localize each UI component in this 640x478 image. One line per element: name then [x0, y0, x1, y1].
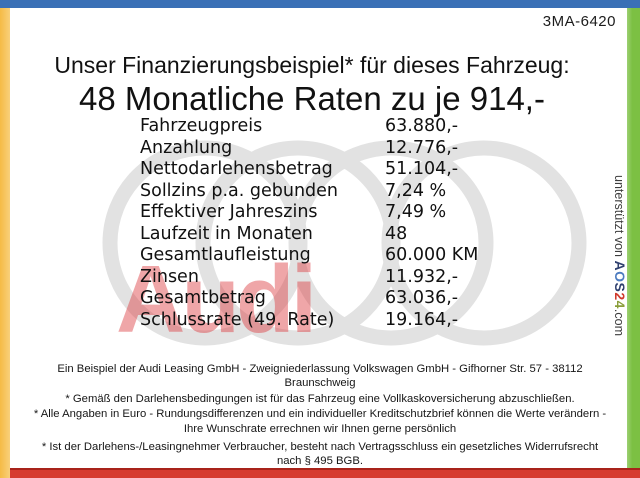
footer-paragraph: * Gemäß den Darlehensbedingungen ist für… [65, 392, 575, 405]
legal-footer: Ein Beispiel der Audi Leasing GmbH - Zwe… [30, 362, 610, 470]
table-row: Effektiver Jahreszins 7,49 % [140, 202, 478, 224]
audi-brand-watermark: Audi [116, 246, 317, 353]
row-label: Zinsen [140, 266, 199, 287]
table-row: Nettodarlehensbetrag 51.104,- [140, 159, 478, 181]
frame-bottom-bar [10, 468, 640, 478]
logo-letter: A [612, 260, 628, 272]
footer-paragraph: * Alle Angaben in Euro - Rundungsdiffere… [33, 408, 607, 435]
supported-by-credit: unterstützt von AOS24.com [612, 175, 628, 336]
table-row: Laufzeit in Monaten 48 [140, 224, 478, 246]
row-value: 48 [385, 223, 408, 244]
table-row: Anzahlung 12.776,- [140, 138, 478, 160]
table-row: Zinsen 11.932,- [140, 267, 478, 289]
logo-letter: O [612, 271, 628, 283]
row-value: 51.104,- [385, 159, 459, 179]
footer-paragraph: Ein Beispiel der Audi Leasing GmbH - Zwe… [57, 363, 583, 390]
row-value: 63.036,- [385, 288, 459, 308]
logo-letter: S [612, 282, 628, 293]
row-label: Gesamtlaufleistung [140, 245, 311, 265]
row-label: Schlussrate (49. Rate) [140, 309, 335, 330]
footer-paragraph: * Ist der Darlehens-/Leasingnehmer Verbr… [41, 441, 599, 468]
table-row: Schlussrate (49. Rate) 19.164,- [140, 310, 478, 332]
frame-right-bar [627, 8, 640, 468]
row-value: 11.932,- [385, 266, 459, 287]
logo-letter: 2 [612, 292, 628, 301]
row-label: Fahrzeugpreis [140, 116, 263, 136]
credit-prefix: unterstützt von [612, 175, 626, 261]
aos24-logo: AOS24 [612, 260, 628, 308]
credit-suffix: .com [612, 308, 626, 337]
financing-table: Fahrzeugpreis 63.880,- Anzahlung 12.776,… [140, 116, 478, 331]
row-value: 7,24 % [385, 180, 447, 201]
row-label: Effektiver Jahreszins [140, 202, 318, 222]
monthly-rate-headline: 48 Monatliche Raten zu je 914,- [79, 80, 545, 117]
audi-rings-watermark-icon [102, 140, 587, 346]
table-row: Sollzins p.a. gebunden 7,24 % [140, 181, 478, 203]
table-row: Gesamtlaufleistung 60.000 KM [140, 245, 478, 267]
row-label: Anzahlung [140, 137, 233, 158]
reference-code: 3MA-6420 [542, 13, 616, 30]
row-label: Sollzins p.a. gebunden [140, 180, 339, 201]
table-row: Gesamtbetrag 63.036,- [140, 288, 478, 310]
row-label: Nettodarlehensbetrag [140, 159, 333, 179]
page-title: Unser Finanzierungsbeispiel* für dieses … [54, 52, 570, 78]
row-value: 19.164,- [385, 309, 459, 330]
row-value: 63.880,- [385, 116, 459, 136]
row-label: Laufzeit in Monaten [140, 223, 313, 244]
row-value: 60.000 KM [385, 245, 479, 265]
row-label: Gesamtbetrag [140, 288, 266, 308]
table-row: Fahrzeugpreis 63.880,- [140, 116, 478, 138]
row-value: 12.776,- [385, 137, 459, 158]
logo-letter: 4 [612, 300, 628, 309]
row-value: 7,49 % [385, 202, 447, 222]
frame-top-bar [0, 0, 640, 8]
frame-left-bar [0, 8, 10, 478]
